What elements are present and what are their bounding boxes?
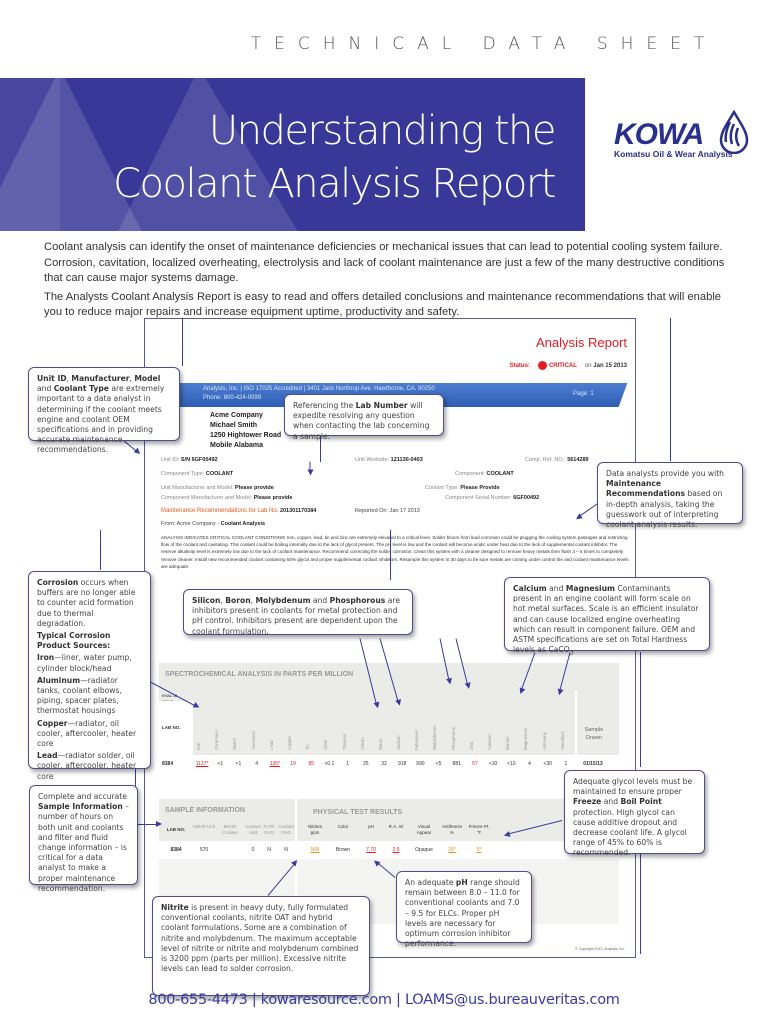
footer-contact: 800-655-4473 | kowaresource.com | LOAMS@… xyxy=(148,992,620,1008)
worksite-field: Unit Worksite: 121130-0403 xyxy=(355,457,423,463)
callout-maintenance-recommendations: Data analysts provide you with Maintenan… xyxy=(597,462,743,529)
status-label: Status: xyxy=(509,362,530,369)
spectro-data-row: 8384 1137* <1 <1 4 135* 19 85 <0.1 1 25 … xyxy=(159,755,611,773)
page-title-line1: Understanding the xyxy=(208,108,557,154)
sample-drawn-header: Sample Drawn xyxy=(574,691,611,756)
component-manufacturer-field: Component Manufacturer and Model: Please… xyxy=(161,495,293,501)
intro-text: Coolant analysis can identify the onset … xyxy=(44,240,734,324)
callout-sample-information: Complete and accurate Sample Information… xyxy=(29,785,138,893)
callout-glycol: Adequate glycol levels must be maintaine… xyxy=(564,770,705,857)
website-link[interactable]: kowaresource.com xyxy=(260,992,392,1008)
status-badge: CRITICAL xyxy=(537,361,577,370)
spectro-header-row: LAB NO. Iron Chromium Nickel Aluminum Le… xyxy=(159,691,611,757)
logo-word: KOWA xyxy=(614,118,704,151)
unit-id-field: Unit ID: S/N 6GF00492 xyxy=(161,457,218,463)
coolant-type-field: Coolant Type: Please Provide xyxy=(425,485,500,491)
component-type-field: Component Type: COOLANT xyxy=(161,471,234,477)
page-title-line2: Coolant Analysis Report xyxy=(113,161,556,207)
kicker-text: TECHNICAL DATA SHEET xyxy=(250,34,718,54)
status-row: Status: CRITICAL on Jan 15 2013 xyxy=(509,361,627,370)
customer-address: Acme Company Michael Smith 1250 Hightower … xyxy=(210,412,282,449)
critical-icon xyxy=(537,361,547,370)
sample-physical-table: SAMPLE INFORMATION PHYSICAL TEST RESULTS… xyxy=(159,799,619,924)
callout-corrosion: Corrosion occurs when buffers are no lon… xyxy=(28,571,151,781)
status-date: Jan 15 2013 xyxy=(593,362,627,369)
callout-nitrite: Nitrite is present in heavy duty, fully … xyxy=(152,896,370,996)
component-field: Component: COOLANT xyxy=(455,471,514,477)
intro-paragraph-2: The Analysts Coolant Analysis Report is … xyxy=(44,290,722,319)
from-line: From: Acme Company - Coolant Analysis xyxy=(161,521,266,527)
kowa-logo: KOWA Komatsu Oil & Wear Analysis xyxy=(614,110,749,159)
intro-paragraph-1: Coolant analysis can identify the onset … xyxy=(44,241,725,284)
callout-lab-number: Referencing the Lab Number will expedite… xyxy=(284,394,444,441)
logo-subtitle: Komatsu Oil & Wear Analysis xyxy=(614,149,733,159)
callout-unit-id: Unit ID, Manufacturer, Model and Coolant… xyxy=(28,367,180,454)
lab-info: Analysts, Inc. | ISO 17025 Accredited | … xyxy=(203,386,435,401)
analysis-summary: ANALYSIS INDICATES CRITICAL COOLANT COND… xyxy=(161,535,629,569)
droplet-logo-icon xyxy=(719,110,749,154)
phone-link[interactable]: 800-655-4473 xyxy=(148,992,248,1008)
maintenance-recs-lab-no: Maintenance Recommendations for Lab No. … xyxy=(161,508,317,514)
email-link[interactable]: LOAMS@us.bureauveritas.com xyxy=(404,992,620,1008)
comp-ref-field: Comp. Ref. NO.: 5614289 xyxy=(525,457,589,463)
callout-ph: An adequate pH range should remain betwe… xyxy=(396,871,532,948)
sample-info-title: SAMPLE INFORMATION xyxy=(165,807,245,814)
lab-no-header: LAB NO. xyxy=(159,701,193,757)
spectro-title: SPECTROCHEMICAL ANALYSIS IN PARTS PER MI… xyxy=(165,671,354,678)
unit-manufacturer-field: Unit Manufacturer and Model: Please prov… xyxy=(161,485,274,491)
title-banner: Understanding the Coolant Analysis Repor… xyxy=(0,78,585,231)
reported-on-field: Reported On: Jan 17 2013 xyxy=(355,508,420,514)
serial-number-field: Component Serial Number: 6GF00492 xyxy=(445,495,540,501)
copyright: © Copyright 2012, Analysts, Inc. xyxy=(575,947,625,951)
callout-calcium-magnesium: Calcium and Magnesium Contaminants prese… xyxy=(504,577,710,657)
report-title: Analysis Report xyxy=(535,335,627,350)
page-number: Page: 1 xyxy=(573,391,594,397)
callout-inhibitors: Silicon, Boron, Molybdenum and Phosphoro… xyxy=(183,589,413,636)
spectrochemical-table: SPECTROCHEMICAL ANALYSIS IN PARTS PER MI… xyxy=(159,663,619,773)
physical-title: PHYSICAL TEST RESULTS xyxy=(313,809,403,816)
